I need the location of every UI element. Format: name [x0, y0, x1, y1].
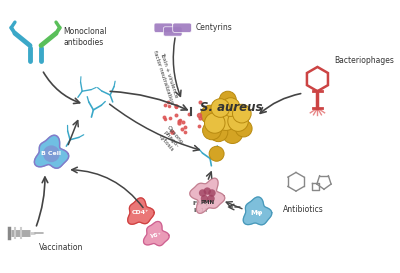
- Circle shape: [220, 91, 236, 108]
- Polygon shape: [34, 135, 69, 168]
- Circle shape: [209, 146, 224, 161]
- Circle shape: [203, 121, 221, 140]
- FancyBboxPatch shape: [173, 23, 192, 32]
- Circle shape: [207, 195, 215, 202]
- Circle shape: [215, 108, 237, 130]
- Circle shape: [209, 123, 228, 142]
- Text: Opsono-
phago-
cytosis: Opsono- phago- cytosis: [156, 125, 185, 155]
- Text: PMN: PMN: [200, 200, 214, 205]
- Polygon shape: [243, 197, 272, 225]
- FancyBboxPatch shape: [163, 27, 182, 36]
- Text: B Cell: B Cell: [41, 151, 61, 156]
- Text: IL-17: IL-17: [193, 208, 208, 213]
- Text: Vaccination: Vaccination: [39, 243, 84, 252]
- Text: Centyrins: Centyrins: [196, 23, 233, 32]
- Polygon shape: [144, 221, 169, 246]
- Circle shape: [228, 111, 248, 131]
- Circle shape: [221, 98, 240, 116]
- Circle shape: [199, 189, 206, 197]
- Circle shape: [204, 187, 211, 195]
- Polygon shape: [307, 67, 328, 91]
- Text: IFN-γ: IFN-γ: [193, 201, 209, 206]
- Text: Toxin + virulence
factor neutralization: Toxin + virulence factor neutralization: [152, 48, 180, 105]
- Text: S. aureus: S. aureus: [200, 100, 263, 114]
- Circle shape: [201, 195, 208, 202]
- Circle shape: [201, 105, 220, 124]
- Text: Monoclonal
antibodies: Monoclonal antibodies: [64, 27, 107, 47]
- Circle shape: [208, 189, 216, 197]
- Polygon shape: [128, 198, 154, 224]
- Circle shape: [211, 99, 230, 117]
- FancyBboxPatch shape: [154, 23, 173, 32]
- Circle shape: [204, 113, 225, 133]
- Text: γδ⁺: γδ⁺: [150, 232, 162, 238]
- Text: CD4⁺: CD4⁺: [131, 210, 149, 215]
- Circle shape: [232, 104, 251, 123]
- Text: Bacteriophages: Bacteriophages: [334, 56, 394, 65]
- Text: Mφ: Mφ: [250, 210, 263, 216]
- Circle shape: [43, 145, 60, 162]
- Circle shape: [222, 123, 243, 144]
- Text: Antibiotics: Antibiotics: [283, 205, 324, 214]
- Circle shape: [235, 120, 252, 137]
- Polygon shape: [190, 178, 225, 213]
